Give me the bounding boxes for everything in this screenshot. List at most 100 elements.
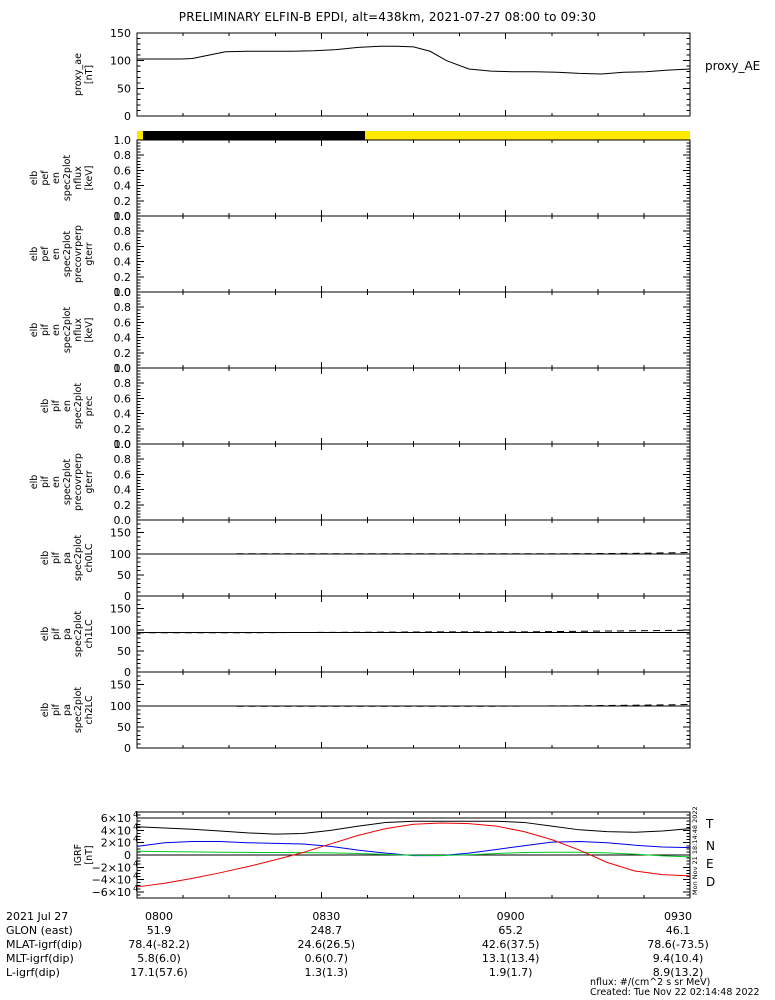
igrf-legend-E: E (706, 857, 714, 871)
panel-frame (136, 32, 691, 117)
series-loss-cone-dashed (137, 629, 691, 634)
y-tick-label: 100 (110, 55, 131, 68)
footer-row-label: L-igrf(dip) (6, 966, 60, 979)
series-E (136, 850, 691, 858)
y-axis-label-line: pa (62, 552, 73, 564)
y-axis-label-line: proxy_ae (73, 53, 84, 96)
y-tick-label: 0.4 (114, 332, 132, 345)
footer-cell: 13.1(13.4) (482, 952, 540, 965)
y-tick-label: 0.4 (114, 256, 132, 269)
y-tick-label: 0.6 (114, 316, 132, 329)
y-axis-label-line: precovrperp (73, 225, 84, 283)
y-tick-label: 50 (117, 721, 131, 734)
y-axis-label-line: ch2LC (84, 695, 95, 725)
y-axis-label-line: pa (62, 704, 73, 716)
y-tick-label: 1.0 (114, 362, 132, 375)
y-axis-label-line: elb (40, 627, 51, 642)
y-tick-label: 100 (110, 700, 131, 713)
y-tick-label: 150 (110, 27, 131, 40)
panel-pif-pa-spec2plot-ch2lc: 0 50 100 150 elb pif pa spec2plot ch2LC (40, 671, 691, 755)
y-axis-label-line: [keV] (84, 318, 95, 343)
y-tick-label: 0.0 (114, 286, 132, 299)
y-tick-label: 0.8 (114, 149, 132, 162)
panel-pif-en-spec2plot-precovrperp-gterr: 0.0 0.2 0.4 0.6 0.8 1.0 elb pif en spec2plot preco… (29, 438, 691, 527)
y-tick-label: 0.0 (114, 210, 132, 223)
y-axis-label-line: [nT] (84, 65, 95, 84)
footer-cell: 0.6(0.7) (305, 952, 349, 965)
y-tick-label: 0.6 (114, 164, 132, 177)
y-tick-label: 0.6 (114, 392, 132, 405)
y-axis-label-line: pif (40, 475, 51, 488)
panel-frame (136, 519, 691, 597)
units-note: nflux: #/(cm^2 s sr MeV) (590, 977, 710, 988)
series-proxy_AE (137, 45, 691, 75)
y-tick-exponent: 4 (133, 884, 138, 893)
y-axis-label-line: spec2plot (73, 687, 84, 734)
y-axis-label-line: prec (84, 396, 95, 417)
panel-pif-pa-spec2plot-ch0lc: 0 50 100 150 elb pif pa spec2plot ch0LC (40, 519, 691, 603)
y-tick-label: 150 (110, 603, 131, 616)
y-axis-label-line: spec2plot (73, 611, 84, 658)
y-axis-label-line: [nT] (84, 845, 95, 864)
y-tick-label: 0.2 (114, 423, 132, 436)
y-axis-label-line: spec2plot (62, 155, 73, 202)
y-axis-label-line: spec2plot (62, 307, 73, 354)
y-tick-label: 50 (117, 82, 131, 95)
y-tick-label: 0.2 (114, 195, 132, 208)
y-axis-label-line: pif (51, 399, 62, 412)
y-tick-label: 1.0 (114, 286, 132, 299)
y-axis-label-line: en (51, 248, 62, 260)
y-tick-label: 0 (124, 590, 131, 603)
y-axis-label-line: en (51, 172, 62, 184)
y-tick-label: 0.0 (114, 362, 132, 375)
panel-proxy-ae: 0 50 100 150 proxy_ae [nT] (73, 27, 691, 123)
series-loss-cone-dashed (236, 704, 691, 707)
y-tick-label: 150 (110, 527, 131, 540)
footer-cell: 0830 (312, 910, 340, 923)
y-tick-label: 0.4 (114, 408, 132, 421)
footer-cell: 46.1 (666, 924, 691, 937)
y-tick-exponent: 4 (133, 859, 138, 868)
y-axis-label-line: en (51, 324, 62, 336)
y-tick-label: 0.8 (114, 377, 132, 390)
footer-cell: 42.6(37.5) (482, 938, 540, 951)
panel-pif-en-spec2plot-nflux: 0.0 0.2 0.4 0.6 0.8 1.0 elb pif en spec2plot nflux… (29, 286, 691, 375)
y-axis-label-line: pif (51, 703, 62, 716)
panel-frame (136, 443, 691, 521)
panel-frame (136, 291, 691, 369)
y-tick-exponent: 4 (133, 810, 138, 819)
y-axis-label-line: ch1LC (84, 619, 95, 649)
page-title: PRELIMINARY ELFIN-B EPDI, alt=438km, 202… (178, 10, 597, 24)
footer-cell: 248.7 (311, 924, 343, 937)
y-tick-label: 6×10 (101, 812, 131, 825)
igrf-legend-D: D (706, 875, 715, 889)
y-axis-label-line: spec2plot (62, 459, 73, 506)
y-axis-label-line: en (51, 476, 62, 488)
footer-cell: 78.4(-82.2) (128, 938, 190, 951)
y-tick-exponent: 4 (133, 835, 138, 844)
y-tick-label: 50 (117, 645, 131, 658)
footer-cell: 0900 (497, 910, 525, 923)
y-axis-label-line: elb (40, 551, 51, 566)
y-tick-label: −6×10 (92, 886, 131, 899)
y-axis-label-line: elb (40, 703, 51, 718)
footer-cell: 1.9(1.7) (489, 966, 533, 979)
panel-pef-en-spec2plot-precovrperp-gterr: 0.0 0.2 0.4 0.6 0.8 1.0 elb pef en spec2plot preco… (29, 210, 691, 299)
y-tick-label: 0.2 (114, 271, 132, 284)
footer-cell: 65.2 (498, 924, 523, 937)
y-tick-label: 0.4 (114, 484, 132, 497)
footer-cell: 0930 (664, 910, 692, 923)
y-axis-label-line: nflux (73, 318, 84, 342)
panel-pif-pa-spec2plot-ch1lc: 0 50 100 150 elb pif pa spec2plot ch1LC (40, 595, 691, 679)
series-T (136, 820, 691, 835)
footer-cell: 24.6(26.5) (298, 938, 356, 951)
igrf-legend-T: T (705, 817, 714, 831)
footer-table: 2021 Jul 27 0800 0830 0900 0930 GLON (east) 51… (6, 910, 760, 998)
y-tick-exponent: 4 (133, 872, 138, 881)
y-tick-label: 0.8 (114, 301, 132, 314)
panel-frame (136, 671, 691, 749)
y-tick-label: 0 (124, 849, 131, 862)
